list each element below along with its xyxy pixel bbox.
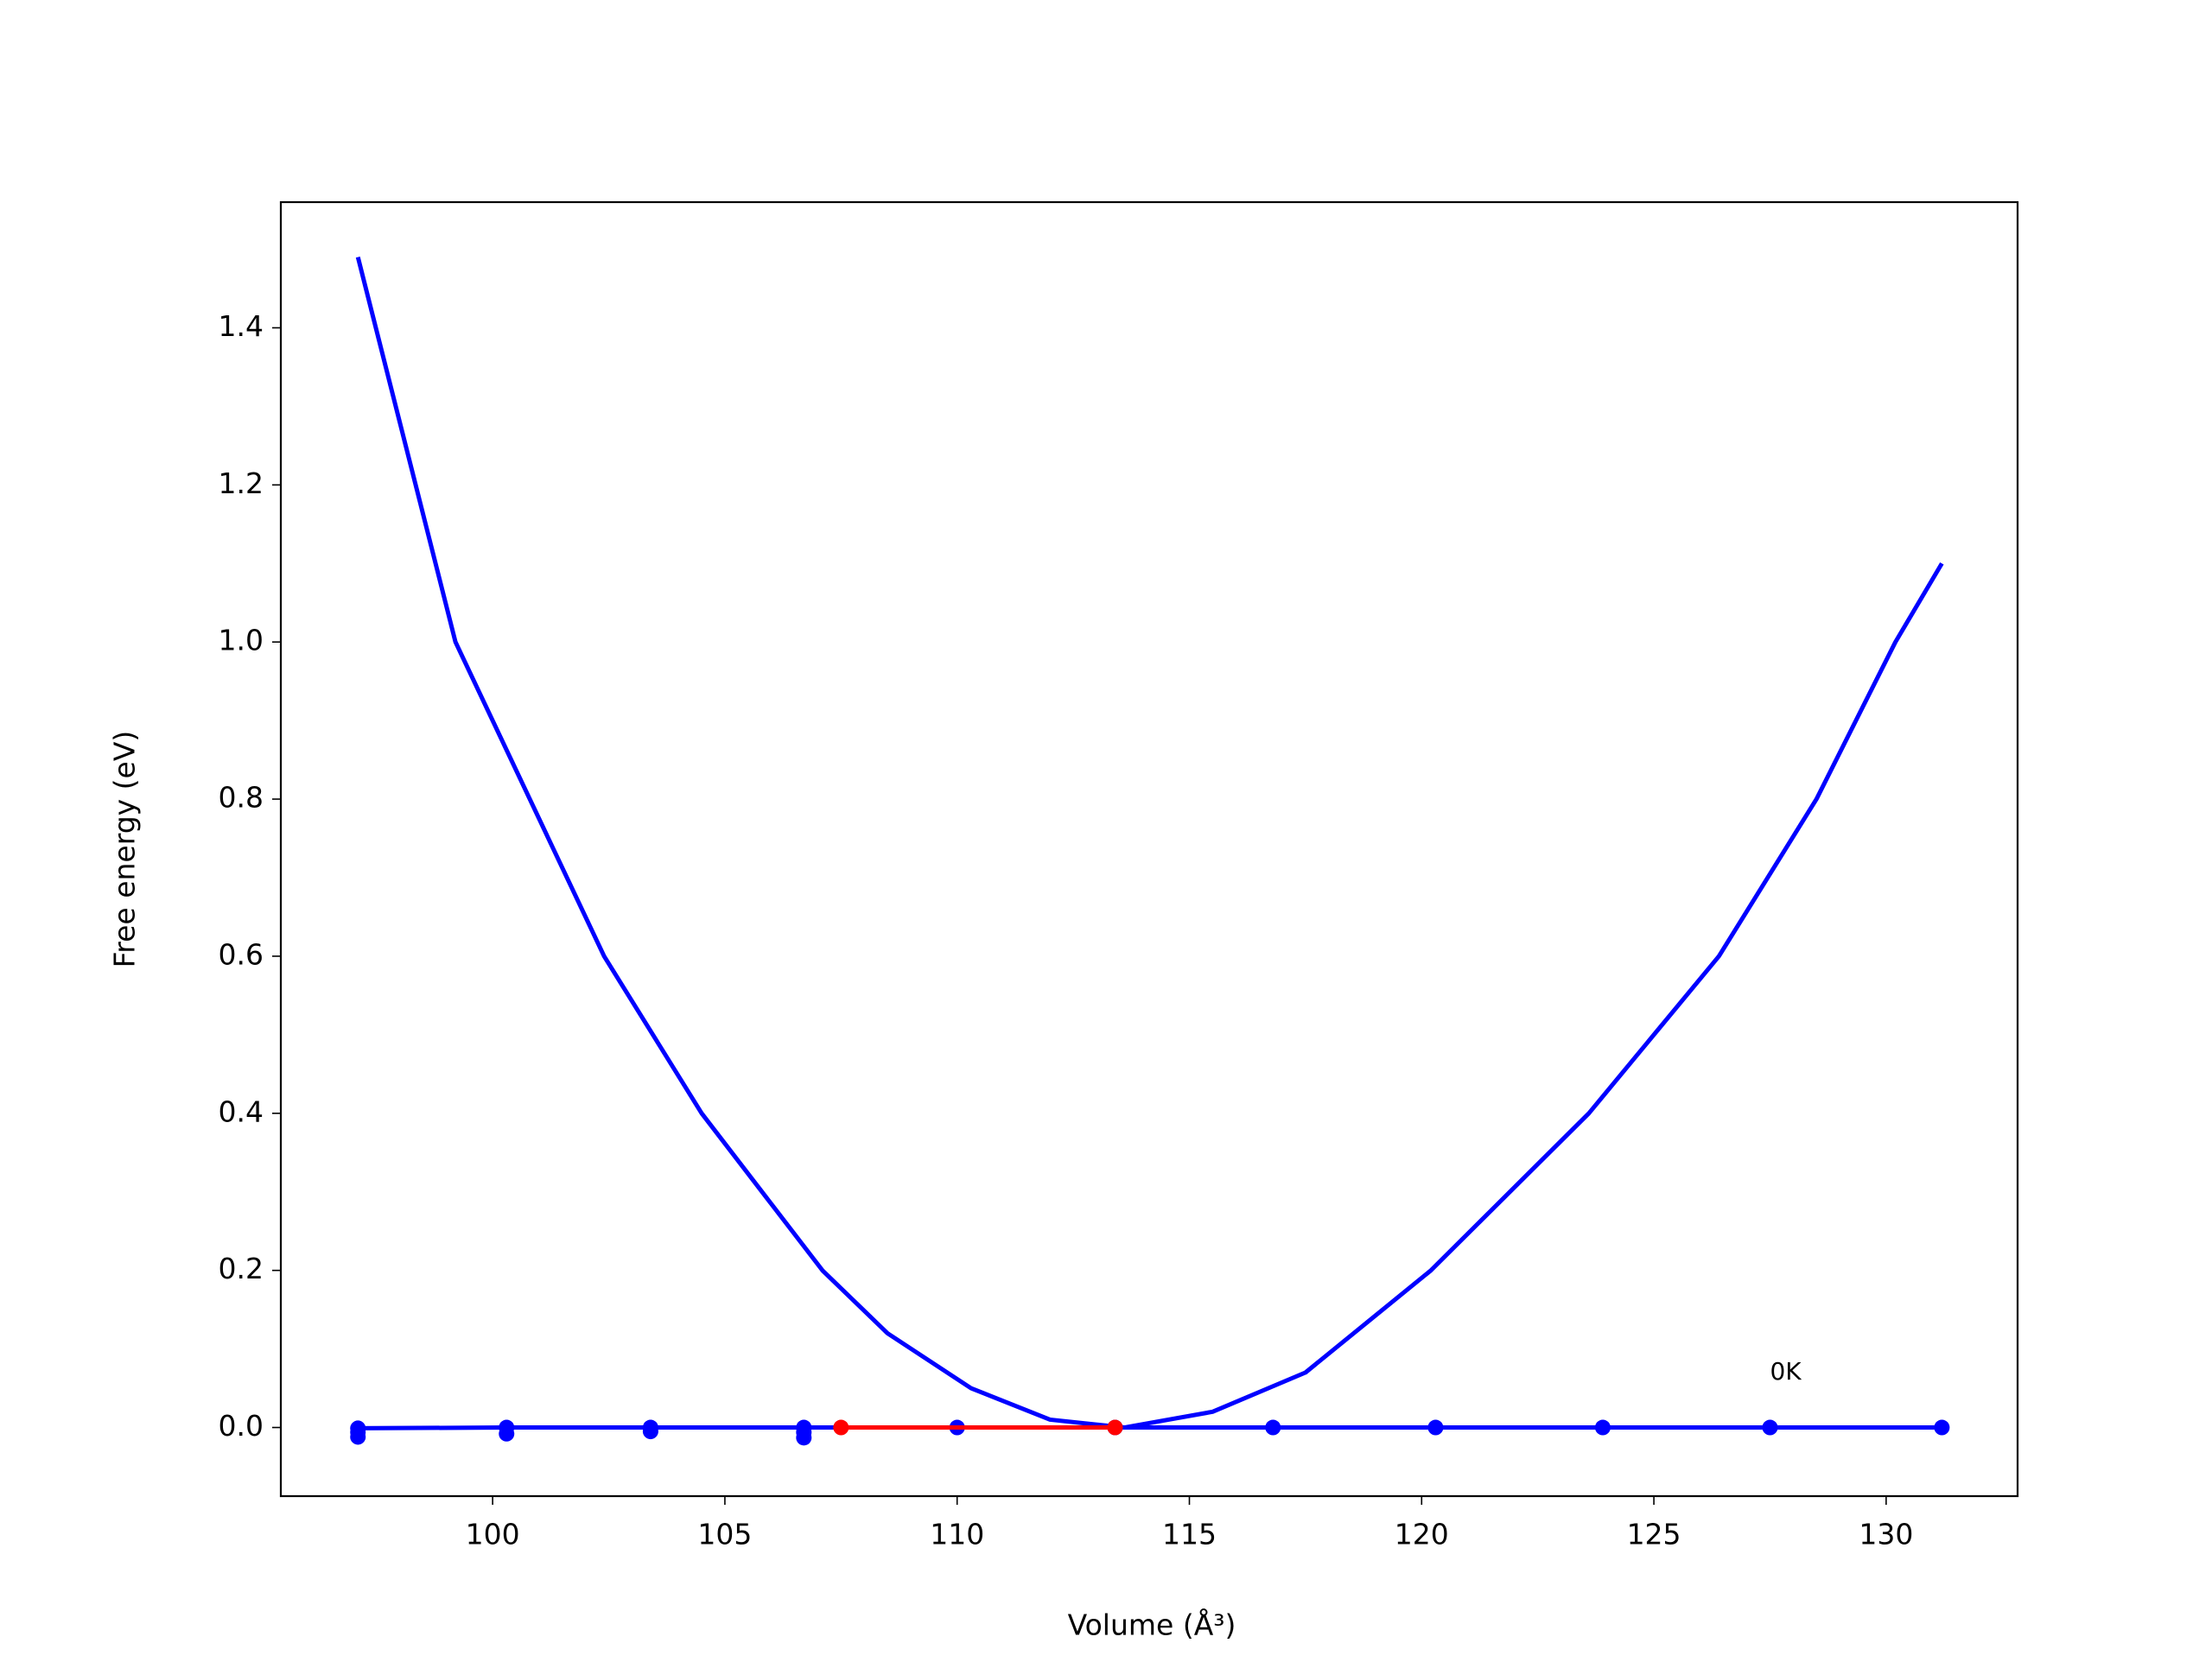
x-tick-label: 105 [697,1518,752,1551]
y-tick-label: 0.6 [219,937,264,971]
x-tick-label: 100 [466,1518,520,1551]
data-point [1934,1419,1950,1436]
y-tick-label: 0.2 [219,1252,264,1285]
data-point [1427,1419,1444,1436]
y-tick-label: 1.2 [219,466,264,500]
data-point [1107,1419,1123,1436]
data-line [355,257,1944,1430]
x-tick-label: 130 [1859,1518,1913,1551]
x-tick-label: 125 [1627,1518,1681,1551]
y-tick-label: 0.0 [219,1409,264,1443]
x-tick-label: 120 [1395,1518,1449,1551]
annotation: 0K [1770,1357,1802,1386]
data-point [642,1424,658,1440]
y-tick-label: 0.8 [219,781,264,815]
data-point [350,1429,366,1445]
y-tick-label: 1.0 [219,624,264,657]
x-tick-label: 115 [1162,1518,1217,1551]
x-tick-label: 110 [930,1518,984,1551]
y-axis-label: Free energy (eV) [108,731,142,968]
y-tick-label: 0.4 [219,1094,264,1128]
data-point [1594,1419,1611,1436]
data-point [1265,1419,1281,1436]
y-tick-label: 1.4 [219,309,264,343]
data-point [499,1425,515,1442]
data-point [1762,1419,1778,1436]
data-line [358,1425,1942,1430]
data-point [796,1430,812,1446]
data-point [833,1419,849,1436]
x-axis-label: Volume (Å³) [1068,1608,1236,1642]
plot-frame [279,200,2019,1498]
